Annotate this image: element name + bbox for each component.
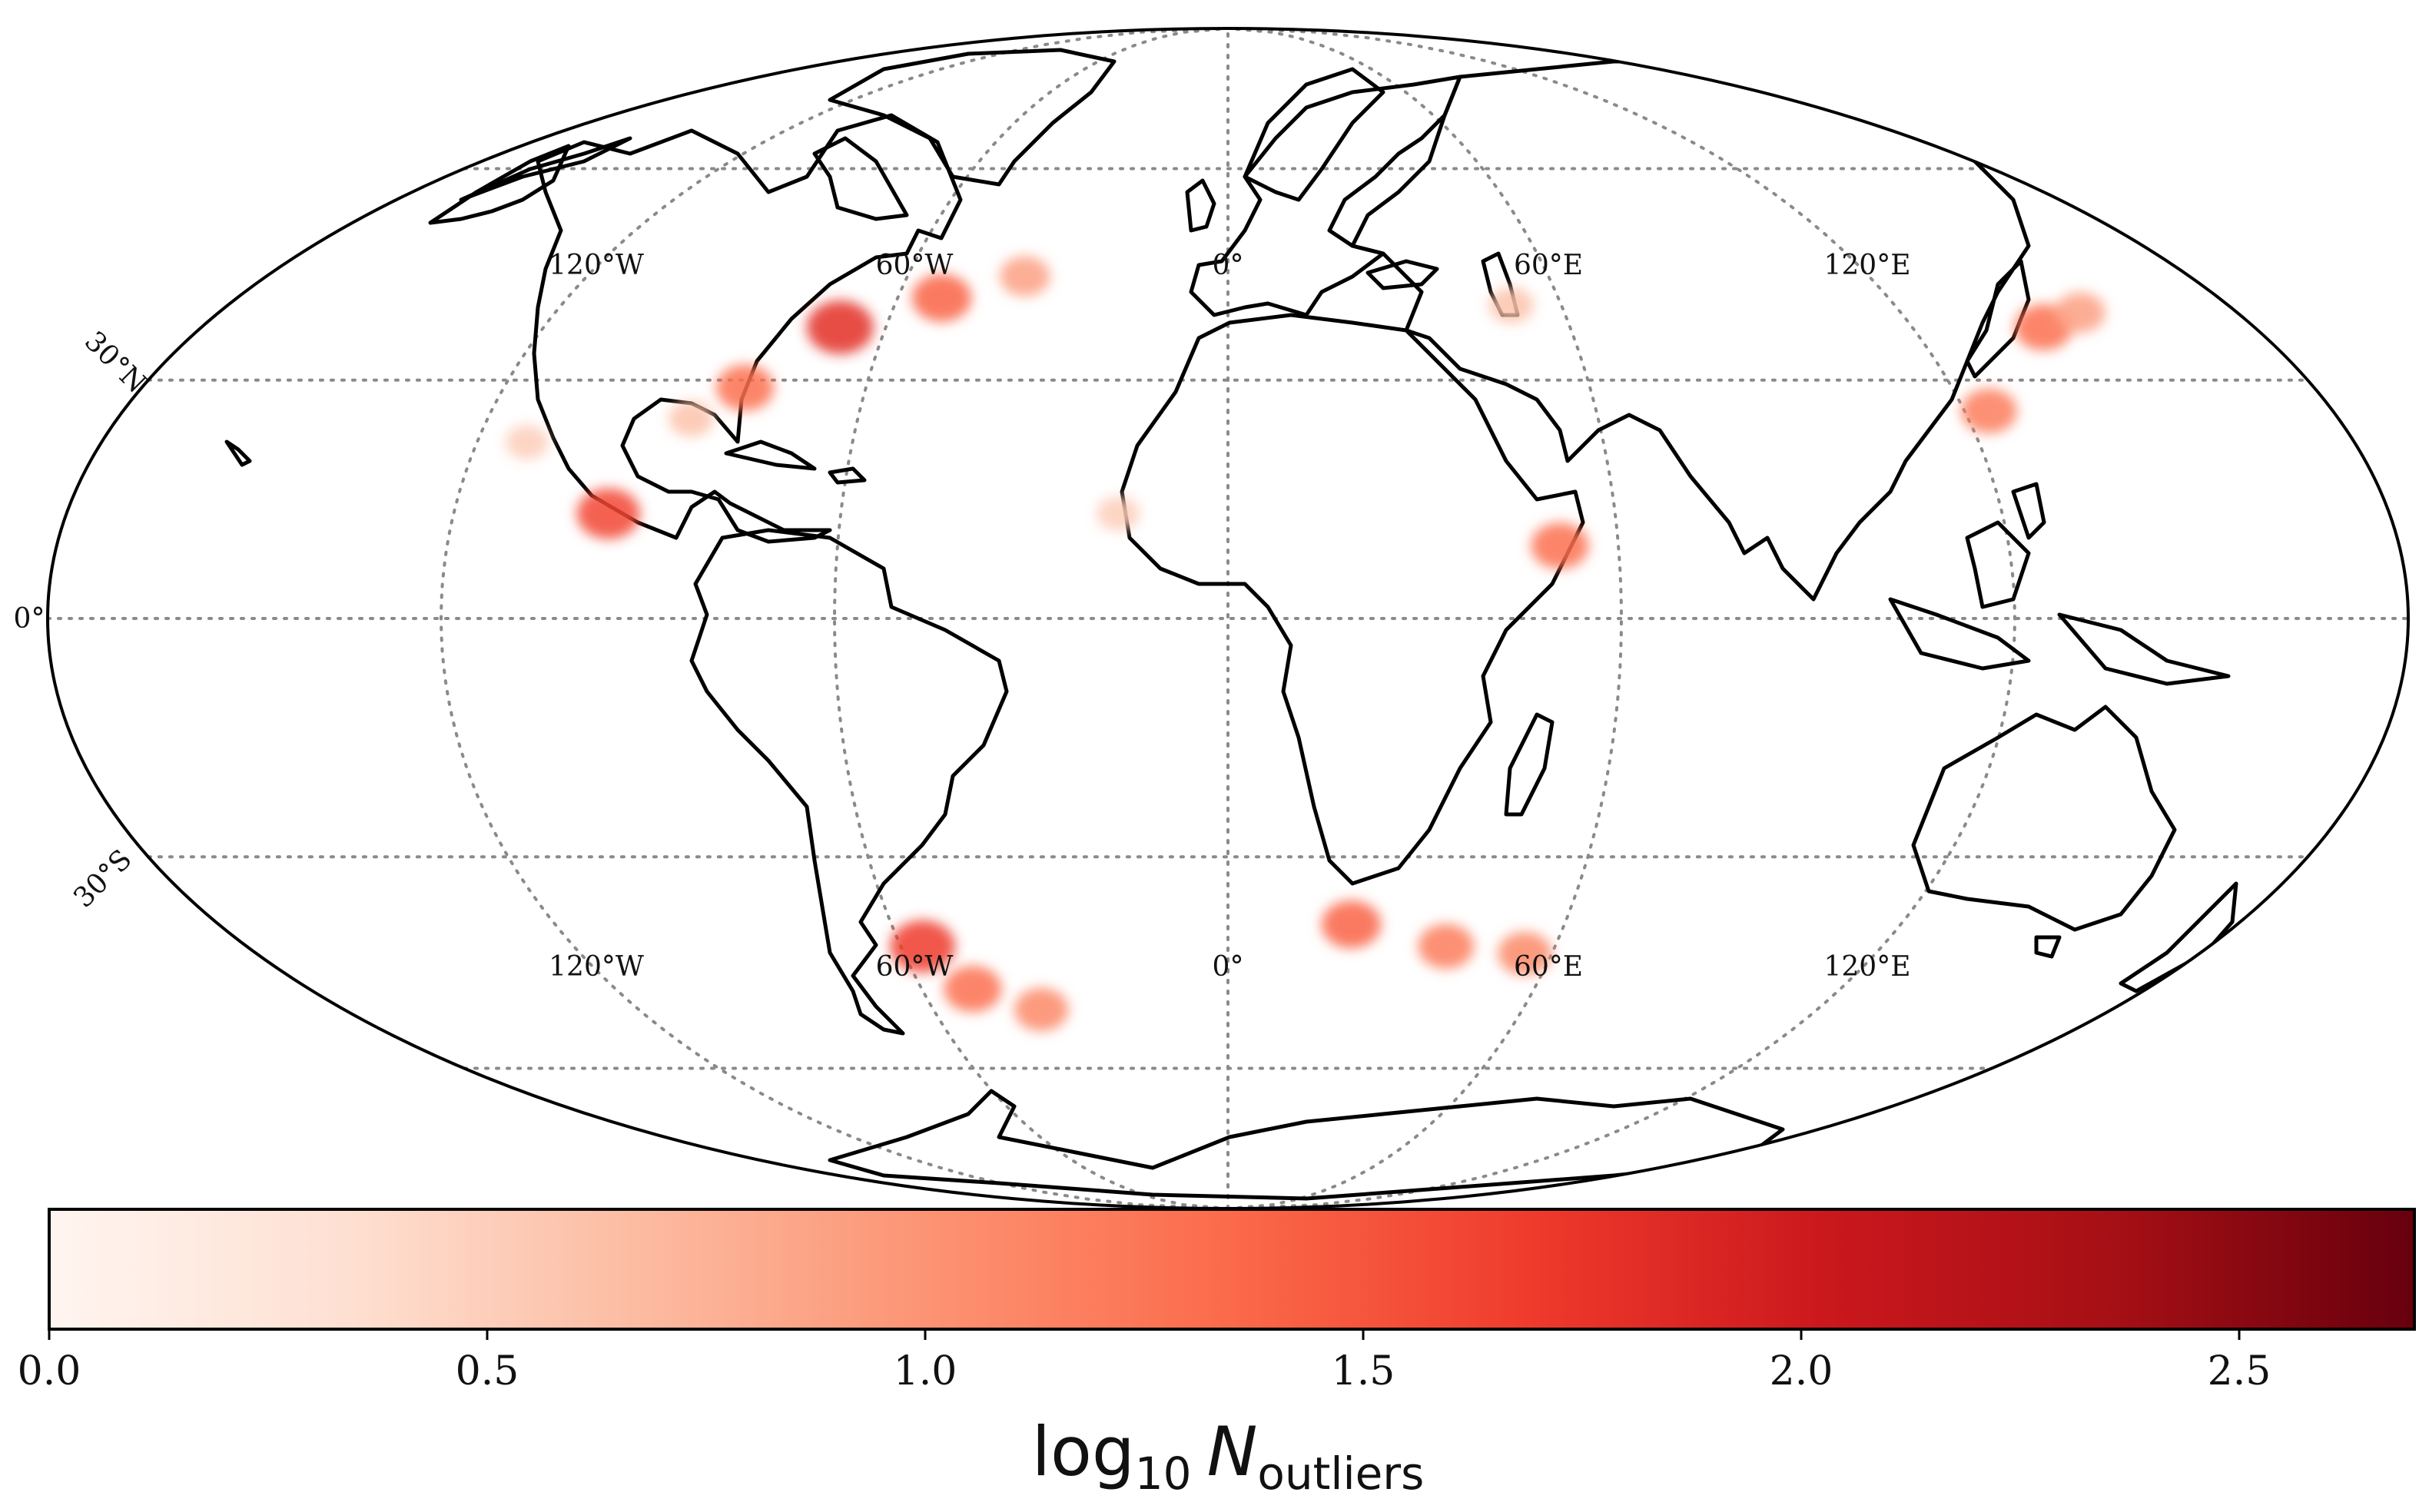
hotspot-agulhas-return <box>1418 923 1475 969</box>
meridian-label-north-60e: 60°E <box>1514 250 1583 281</box>
meridian-line <box>439 27 1229 1210</box>
hotspot-florida <box>716 364 775 411</box>
hotspot-brazil-malvinas <box>890 920 956 973</box>
hawaii-coast <box>224 439 252 467</box>
graticule-labels: 120°W 60°W 0° 60°E 120°E 120°W 60°W 0° 6… <box>14 250 1911 983</box>
british-isles-coast <box>1185 178 1216 233</box>
new-zealand-coast <box>2119 881 2238 993</box>
madagascar-coast <box>1504 712 1555 817</box>
hotspot-somalia <box>1531 522 1589 569</box>
meridian-line <box>832 27 1229 1210</box>
japan-coast <box>1965 259 2031 379</box>
scandinavia-coast <box>1243 67 1385 202</box>
hotspot-mexico-baja <box>505 425 549 459</box>
hotspot-gulf-stream-east <box>1000 256 1050 297</box>
hotspot-taiwan <box>1961 388 2017 433</box>
hotspot-south-indian <box>1498 931 1552 976</box>
hotspot-south-atlantic-tail <box>1014 987 1069 1032</box>
europe-coast <box>1189 75 1462 317</box>
colorbar-tick-label: 2.0 <box>1770 1348 1833 1394</box>
colorbar-gradient <box>48 1208 2416 1331</box>
hotspot-japan-east <box>2055 292 2105 333</box>
meridian-label-north-0: 0° <box>1213 250 1244 281</box>
colorbar-tick-label: 0.0 <box>18 1348 81 1394</box>
colorbar-tick-label: 0.5 <box>456 1348 519 1394</box>
parallel-label-0: 0° <box>14 603 45 635</box>
meridian-label-south-60w: 60°W <box>876 951 954 983</box>
meridian-line <box>1226 27 1624 1210</box>
meridian-label-south-120e: 120°E <box>1824 951 1911 983</box>
meridian-label-north-120e: 120°E <box>1824 250 1911 281</box>
alaska-coast <box>428 144 571 225</box>
hotspot-us-east-coast <box>806 300 874 354</box>
africa-coast <box>1120 313 1585 886</box>
colorbar-tick-label: 2.5 <box>2208 1348 2271 1394</box>
hotspot-agulhas <box>1321 900 1382 949</box>
southeast-asia-islands-coast <box>1888 482 2231 686</box>
canadian-arctic-coast <box>459 136 909 221</box>
hotspot-gulf-stream <box>911 274 972 322</box>
south-america-coast <box>689 528 1009 1036</box>
caribbean-coast <box>724 439 867 485</box>
black-sea-coast <box>1365 259 1439 290</box>
hotspot-caspian <box>1488 287 1535 323</box>
australia-coast <box>1911 705 2177 932</box>
hotspot-gulf-of-mexico <box>669 400 714 437</box>
hotspot-argentine-basin <box>944 966 1002 1013</box>
meridian-label-north-120w: 120°W <box>549 250 644 281</box>
coastlines <box>224 48 2238 1201</box>
parallel-label-30s: 30°S <box>68 844 138 914</box>
north-america-coast <box>532 113 963 544</box>
colorbar: 0.0 0.5 1.0 1.5 2.0 2.5 log10 Noutliers <box>18 1208 2416 1500</box>
colorbar-ticks: 0.0 0.5 1.0 1.5 2.0 2.5 <box>18 1329 2271 1394</box>
hotspot-west-africa <box>1097 496 1140 531</box>
colorbar-label: log10 Noutliers <box>1032 1412 1425 1500</box>
tasmania-coast <box>2034 935 2062 959</box>
outlier-density-layer <box>505 256 2105 1032</box>
graticule <box>46 27 2410 1210</box>
colorbar-tick-label: 1.5 <box>1332 1348 1395 1394</box>
antarctica-coast <box>828 1089 1785 1201</box>
meridian-line <box>1226 27 2017 1210</box>
hotspot-central-america-pacific <box>576 488 640 539</box>
meridian-label-south-120w: 120°W <box>549 951 644 983</box>
meridian-label-north-60w: 60°W <box>876 250 954 281</box>
meridian-label-south-0: 0° <box>1213 951 1244 983</box>
colorbar-tick-label: 1.0 <box>894 1348 957 1394</box>
meridian-label-south-60e: 60°E <box>1514 951 1583 983</box>
greenland-coast <box>828 48 1117 187</box>
